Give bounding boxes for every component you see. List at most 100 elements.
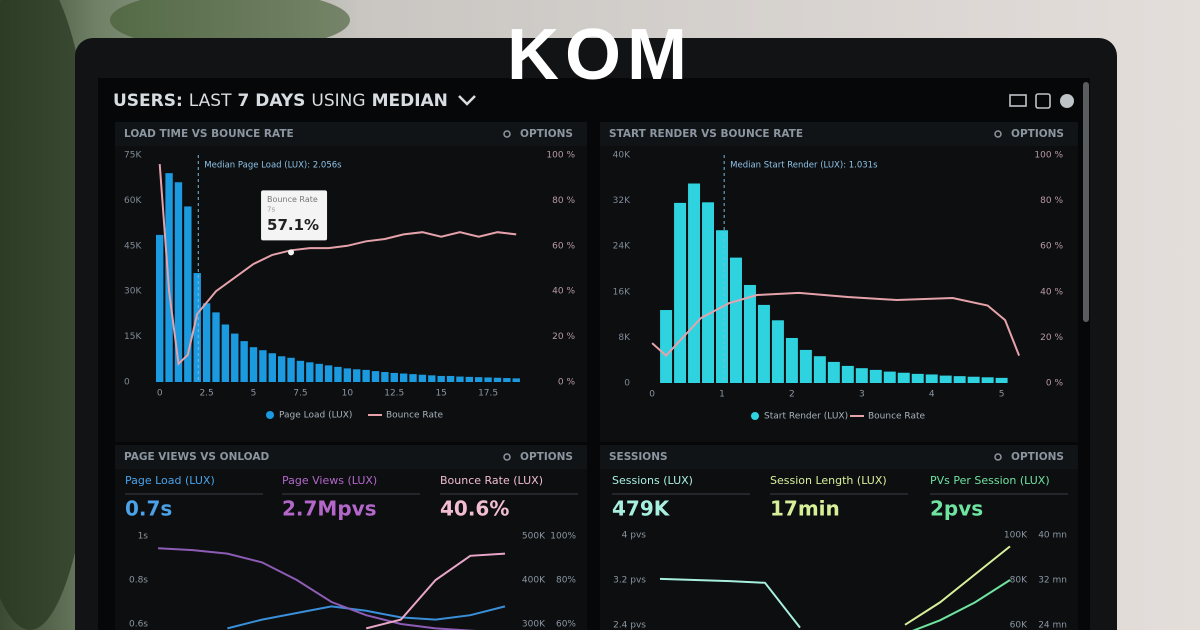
y-tick-label: 0.8s bbox=[129, 576, 148, 586]
dropdown-chevron[interactable] bbox=[458, 95, 476, 106]
y2-tick-label: 100K bbox=[1004, 531, 1028, 541]
metric-value: 40.6% bbox=[440, 497, 509, 521]
bar bbox=[174, 182, 183, 382]
x-tick-label: 2.5 bbox=[199, 389, 213, 399]
metric-label: Page Views (LUX) bbox=[282, 474, 377, 487]
y2-tick-label: 20 % bbox=[552, 332, 575, 342]
panel-header bbox=[600, 122, 1078, 146]
y3-tick-label: 40 mn bbox=[1038, 531, 1067, 541]
metric-label: Sessions (LUX) bbox=[612, 474, 693, 487]
metric-value: 2pvs bbox=[930, 497, 983, 521]
metric-value: 17min bbox=[770, 497, 840, 521]
y-tick-label: 0.6s bbox=[129, 620, 148, 630]
plant-blur bbox=[0, 0, 100, 630]
bar bbox=[202, 303, 211, 382]
y-tick-label: 40K bbox=[613, 151, 631, 161]
bar bbox=[231, 333, 239, 382]
panel-title: START RENDER VS BOUNCE RATE bbox=[609, 128, 803, 140]
x-tick-label: 4 bbox=[929, 390, 935, 400]
bar bbox=[855, 368, 868, 383]
metric-value: 0.7s bbox=[125, 497, 172, 521]
y-tick-label: 30K bbox=[124, 287, 142, 297]
x-tick-label: 2 bbox=[789, 390, 795, 400]
x-tick-label: 0 bbox=[649, 390, 655, 400]
bar bbox=[503, 378, 511, 382]
bar bbox=[428, 375, 436, 382]
bar bbox=[512, 378, 520, 382]
options-button[interactable]: OPTIONS bbox=[1011, 128, 1064, 140]
bar bbox=[939, 375, 952, 383]
panel-header bbox=[115, 122, 587, 146]
bar bbox=[493, 377, 502, 382]
bar bbox=[212, 312, 220, 382]
line bbox=[157, 547, 477, 630]
bar bbox=[296, 360, 305, 382]
bar bbox=[702, 202, 715, 383]
bar bbox=[771, 320, 784, 383]
options-icon bbox=[503, 130, 511, 138]
title-part: USING bbox=[311, 91, 365, 111]
x-tick-label: 12.5 bbox=[384, 389, 404, 399]
panel-title: PAGE VIEWS VS ONLOAD bbox=[124, 451, 269, 463]
y-tick-label: 16K bbox=[613, 287, 631, 297]
bar bbox=[268, 353, 276, 382]
y-tick-label: 32K bbox=[613, 196, 631, 206]
y-tick-label: 75K bbox=[124, 151, 142, 161]
y3-tick-label: 100% bbox=[550, 532, 576, 542]
bar bbox=[156, 234, 164, 382]
chart-icon[interactable] bbox=[1035, 93, 1051, 109]
plant-blur bbox=[110, 0, 350, 50]
options-button[interactable]: OPTIONS bbox=[520, 128, 573, 140]
y-tick-label: 0 bbox=[624, 379, 630, 389]
bar bbox=[799, 349, 812, 383]
bar bbox=[277, 356, 286, 382]
scrollbar bbox=[1083, 82, 1089, 322]
bar bbox=[911, 373, 924, 383]
bar bbox=[409, 374, 417, 382]
bar bbox=[221, 324, 230, 382]
dashboard-title: USERS: LAST 7 DAYS USING MEDIAN bbox=[113, 91, 448, 111]
x-tick-label: 1 bbox=[719, 390, 725, 400]
bar bbox=[743, 284, 756, 383]
y-tick-label: 15K bbox=[124, 332, 142, 342]
tooltip-title: Bounce Rate bbox=[267, 195, 318, 204]
bar bbox=[390, 372, 398, 382]
y2-tick-label: 20 % bbox=[1040, 333, 1063, 343]
bar bbox=[827, 361, 840, 383]
panel-title: LOAD TIME VS BOUNCE RATE bbox=[124, 128, 294, 140]
y2-tick-label: 400K bbox=[522, 576, 546, 586]
bar bbox=[362, 369, 370, 382]
bar bbox=[785, 337, 798, 383]
y2-tick-label: 100 % bbox=[546, 151, 575, 161]
y2-tick-label: 0 % bbox=[558, 378, 576, 388]
title-part: 7 DAYS bbox=[237, 91, 305, 111]
options-button[interactable]: OPTIONS bbox=[520, 451, 573, 463]
bar bbox=[324, 365, 333, 382]
bar bbox=[437, 375, 445, 382]
title-part: MEDIAN bbox=[372, 91, 448, 111]
annotation: Median Page Load (LUX): 2.056s bbox=[204, 161, 342, 171]
bar bbox=[353, 369, 361, 382]
y2-tick-label: 60 % bbox=[552, 241, 575, 251]
y2-tick-label: 500K bbox=[522, 532, 546, 542]
bar bbox=[249, 347, 258, 382]
annotation: Median Start Render (LUX): 1.031s bbox=[730, 161, 878, 171]
line bbox=[904, 545, 1011, 626]
tooltip-point bbox=[288, 249, 295, 256]
panel-header bbox=[115, 445, 587, 469]
x-tick-label: 5 bbox=[251, 389, 257, 399]
logo: KOM bbox=[507, 15, 693, 95]
legend-label: Bounce Rate bbox=[868, 412, 926, 422]
y3-tick-label: 80% bbox=[556, 576, 576, 586]
bar bbox=[446, 375, 455, 382]
panel-title: SESSIONS bbox=[609, 451, 668, 463]
x-tick-label: 3 bbox=[859, 390, 865, 400]
title-part: USERS: bbox=[113, 91, 183, 111]
bar bbox=[184, 206, 192, 382]
monitor-icon[interactable] bbox=[1009, 94, 1027, 107]
options-button[interactable]: OPTIONS bbox=[1011, 451, 1064, 463]
bar bbox=[193, 273, 201, 382]
help-icon[interactable] bbox=[1060, 94, 1074, 108]
line bbox=[158, 164, 517, 366]
